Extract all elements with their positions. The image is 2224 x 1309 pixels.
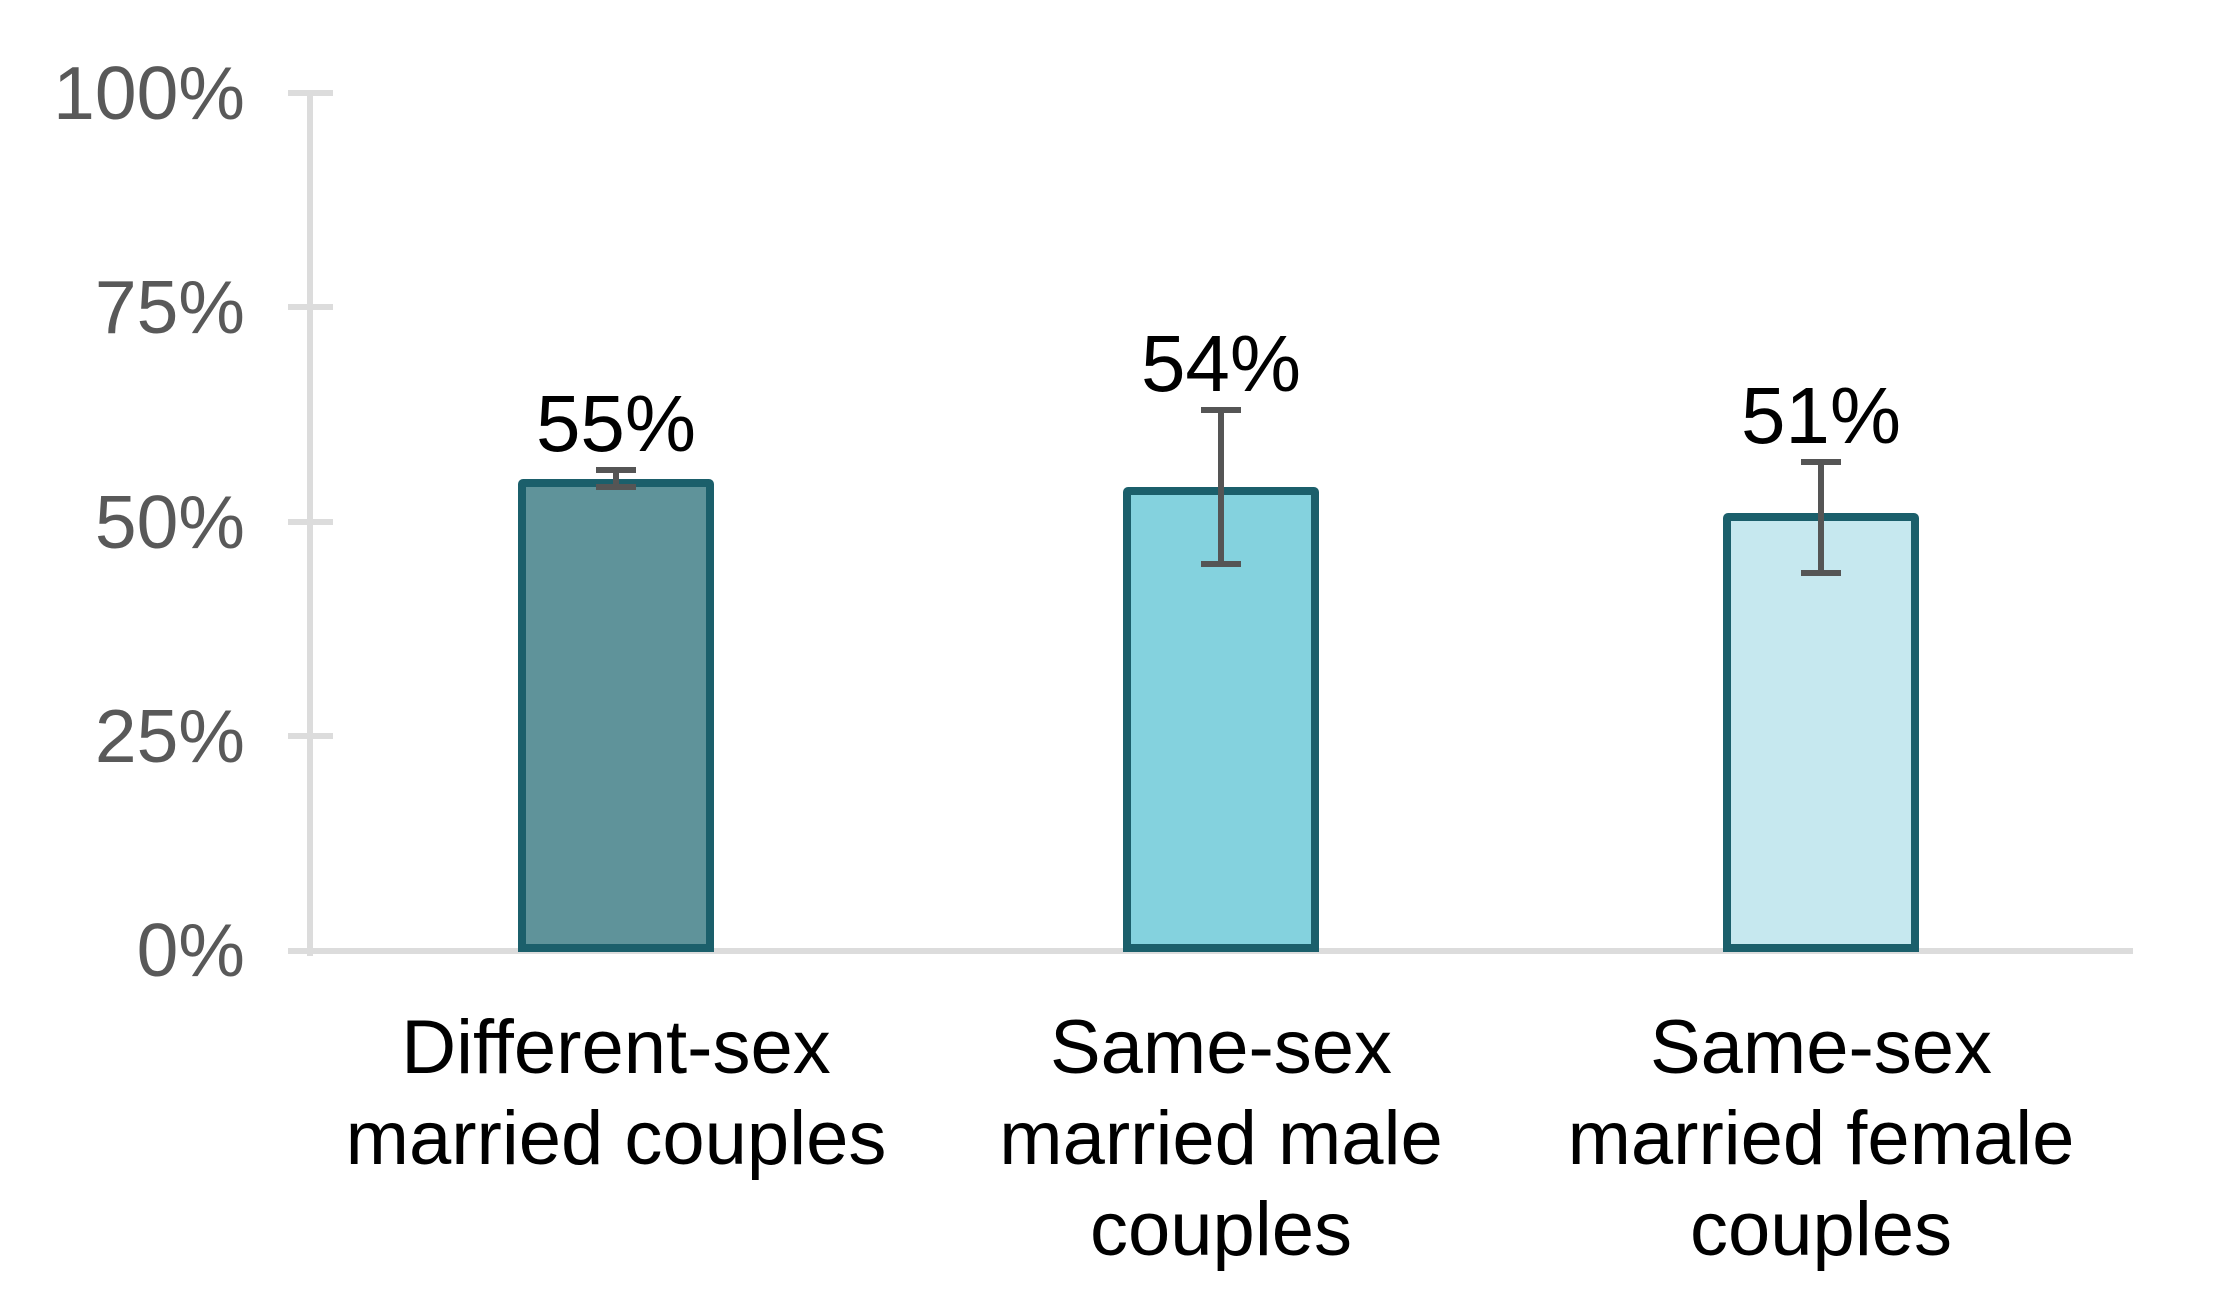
bar [1723, 512, 1919, 952]
category-label-line: married female [1567, 1096, 2075, 1181]
error-bar-whisker [613, 470, 619, 488]
y-axis-tick [288, 304, 333, 311]
error-bar-whisker [1218, 410, 1224, 565]
y-axis-tick [288, 732, 333, 739]
error-bar-top-cap [1801, 458, 1841, 465]
y-tick-label: 75% [94, 265, 245, 350]
y-tick-label: 0% [136, 908, 245, 992]
y-axis-line [307, 93, 313, 956]
bar-value-label: 55% [535, 379, 697, 469]
category-label: Same-sex married male couples [881, 1002, 1561, 1275]
y-tick-label: 25% [94, 693, 245, 778]
error-bar-top-cap [1201, 407, 1241, 414]
category-label-line: Different-sex [401, 1005, 831, 1090]
bar [518, 478, 714, 952]
category-label-line: couples [1090, 1187, 1352, 1272]
y-tick-label: 100% [53, 51, 245, 135]
error-bar-bottom-cap [596, 484, 636, 491]
y-tick-label: 50% [94, 479, 245, 564]
category-label-line: married male [999, 1096, 1443, 1181]
y-axis-tick [288, 90, 333, 96]
bar-value-label: 54% [1140, 319, 1302, 409]
category-label: Same-sex married female couples [1481, 1002, 2161, 1275]
category-label-line: Same-sex [1049, 1005, 1393, 1090]
category-label-line: Same-sex [1649, 1005, 1993, 1090]
error-bar-bottom-cap [1201, 561, 1241, 568]
bar-value-label: 51% [1740, 370, 1902, 460]
category-label: Different-sex married couples [276, 1002, 956, 1184]
category-label-line: married couples [345, 1096, 887, 1181]
y-axis-tick [288, 518, 333, 525]
category-label-line: couples [1690, 1187, 1952, 1272]
error-bar-whisker [1818, 461, 1824, 573]
error-bar-top-cap [596, 467, 636, 474]
error-bar-bottom-cap [1801, 569, 1841, 576]
